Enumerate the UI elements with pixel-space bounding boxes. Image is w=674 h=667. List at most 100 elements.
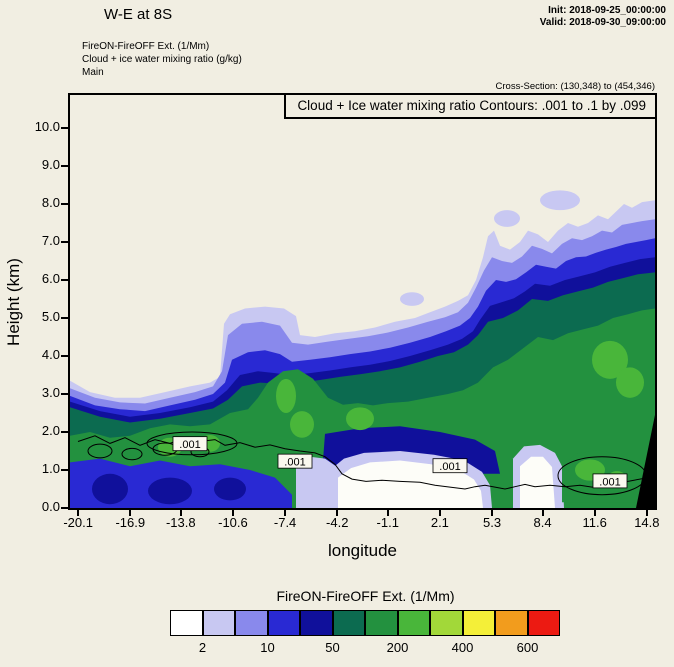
y-tick-mark <box>61 203 68 206</box>
colorbar-tick-label: 2 <box>198 640 207 655</box>
contour-loop <box>87 443 113 459</box>
y-tick-mark <box>61 241 68 244</box>
terrain <box>636 414 655 508</box>
contour-label: .001 <box>599 476 620 488</box>
spot <box>92 473 128 505</box>
y-tick-label: 7.0 <box>41 233 60 249</box>
x-axis-label: longitude <box>327 541 397 560</box>
spot <box>540 190 580 211</box>
x-tick-label: -16.9 <box>115 515 146 530</box>
colorbar-cell <box>202 610 235 636</box>
y-tick-label: 8.0 <box>41 195 60 211</box>
x-tick-mark <box>129 509 132 516</box>
colorbar-cell <box>397 610 430 636</box>
y-tick-label: 10.0 <box>34 119 60 135</box>
colorbar-cell <box>332 610 365 636</box>
x-tick-label: -10.6 <box>218 515 248 530</box>
y-tick-label: 9.0 <box>41 157 60 173</box>
x-tick-label: -4.2 <box>326 515 349 530</box>
contour-loop <box>121 447 143 461</box>
spot <box>276 378 296 414</box>
spot <box>616 367 644 398</box>
contour-label: .001 <box>439 461 460 473</box>
x-tick-label: -20.1 <box>63 515 93 530</box>
spot <box>214 477 246 501</box>
y-axis-label: Height (km) <box>4 258 23 346</box>
contour-field: .001 .001 .001 .001 <box>70 190 655 508</box>
colorbar-cell <box>430 610 463 636</box>
spot <box>290 411 314 438</box>
spot <box>400 292 424 306</box>
y-tick-label: 2.0 <box>41 423 60 438</box>
timestamp-block: Init: 2018-09-25_00:00:00 Valid: 2018-09… <box>540 5 666 29</box>
y-tick-label: 3.0 <box>41 385 60 401</box>
y-tick-mark <box>61 355 68 358</box>
spot <box>494 210 520 227</box>
contour-label-box <box>172 436 208 452</box>
y-tick-label: 0.0 <box>41 499 60 514</box>
colorbar-labels: 2 10 50 200 400 600 <box>170 640 561 658</box>
x-tick-label: 8.4 <box>533 515 552 530</box>
y-tick-mark <box>61 279 68 282</box>
x-tick-label: 11.6 <box>582 515 607 530</box>
colorbar-tick-label: 50 <box>325 640 340 655</box>
figure-title: W-E at 8S <box>104 6 173 23</box>
x-tick-mark <box>593 509 596 516</box>
contour-label-box <box>432 458 468 474</box>
contour-label-box <box>277 453 313 469</box>
colorbar-tick-label: 200 <box>386 640 409 655</box>
colorbar-cell <box>267 610 300 636</box>
description-line-3: Main <box>82 67 104 78</box>
x-tick-mark <box>179 509 182 516</box>
x-tick-mark <box>438 509 441 516</box>
colorbar-tick-label: 600 <box>516 640 539 655</box>
colorbar-cell <box>495 610 528 636</box>
colorbar-cell <box>300 610 333 636</box>
spot <box>346 407 374 431</box>
x-tick-label: -1.1 <box>376 515 399 530</box>
y-tick-mark <box>61 431 68 433</box>
x-tick-mark <box>77 509 80 516</box>
y-tick-mark <box>61 165 68 168</box>
field-description: FireON-FireOFF Ext. (1/Mm) Cloud + ice w… <box>82 40 242 79</box>
y-tick-label: 5.0 <box>41 309 60 325</box>
y-tick-mark <box>61 127 68 130</box>
x-tick-label: 2.1 <box>430 515 449 530</box>
contour-label: .001 <box>179 439 200 451</box>
x-tick-mark <box>284 509 287 516</box>
x-tick-label: -13.8 <box>165 515 196 530</box>
description-line-2: Cloud + ice water mixing ratio (g/kg) <box>82 54 242 65</box>
x-tick-mark <box>336 509 339 516</box>
x-tick-mark <box>386 509 389 516</box>
colorbar-cell <box>365 610 398 636</box>
x-tick-mark <box>541 509 544 516</box>
colorbar-cell <box>462 610 495 636</box>
colorbar-cell <box>235 610 268 636</box>
y-tick-mark <box>61 393 68 396</box>
description-line-1: FireON-FireOFF Ext. (1/Mm) <box>82 41 210 52</box>
colorbar-tick-label: 10 <box>260 640 275 655</box>
x-tick-label: -7.4 <box>273 515 297 530</box>
y-tick-mark <box>61 469 68 471</box>
patch-lavender-column <box>296 456 336 508</box>
x-tick-label: 5.3 <box>483 515 502 530</box>
colorbar-cell <box>527 610 560 636</box>
y-tick-label: 6.0 <box>41 271 60 287</box>
cross-section-label: Cross-Section: (130,348) to (454,346) <box>495 81 655 92</box>
x-tick-mark <box>645 509 648 516</box>
colorbar-tick-label: 400 <box>451 640 474 655</box>
spot <box>148 477 192 505</box>
y-tick-label: 4.0 <box>41 347 60 363</box>
y-tick-label: 1.0 <box>41 461 60 476</box>
patch-notch-core-white <box>520 456 555 508</box>
x-tick-label: 14.8 <box>634 515 660 530</box>
contour-label: .001 <box>284 457 305 469</box>
init-timestamp: Init: 2018-09-25_00:00:00 <box>548 5 666 16</box>
y-tick-mark <box>61 507 68 509</box>
x-tick-mark <box>491 509 494 516</box>
valid-timestamp: Valid: 2018-09-30_09:00:00 <box>539 17 666 28</box>
spot <box>592 340 628 379</box>
plot-frame: .001 .001 .001 .001 Cloud + Ice water mixin… <box>68 93 657 510</box>
colorbar <box>170 610 560 636</box>
